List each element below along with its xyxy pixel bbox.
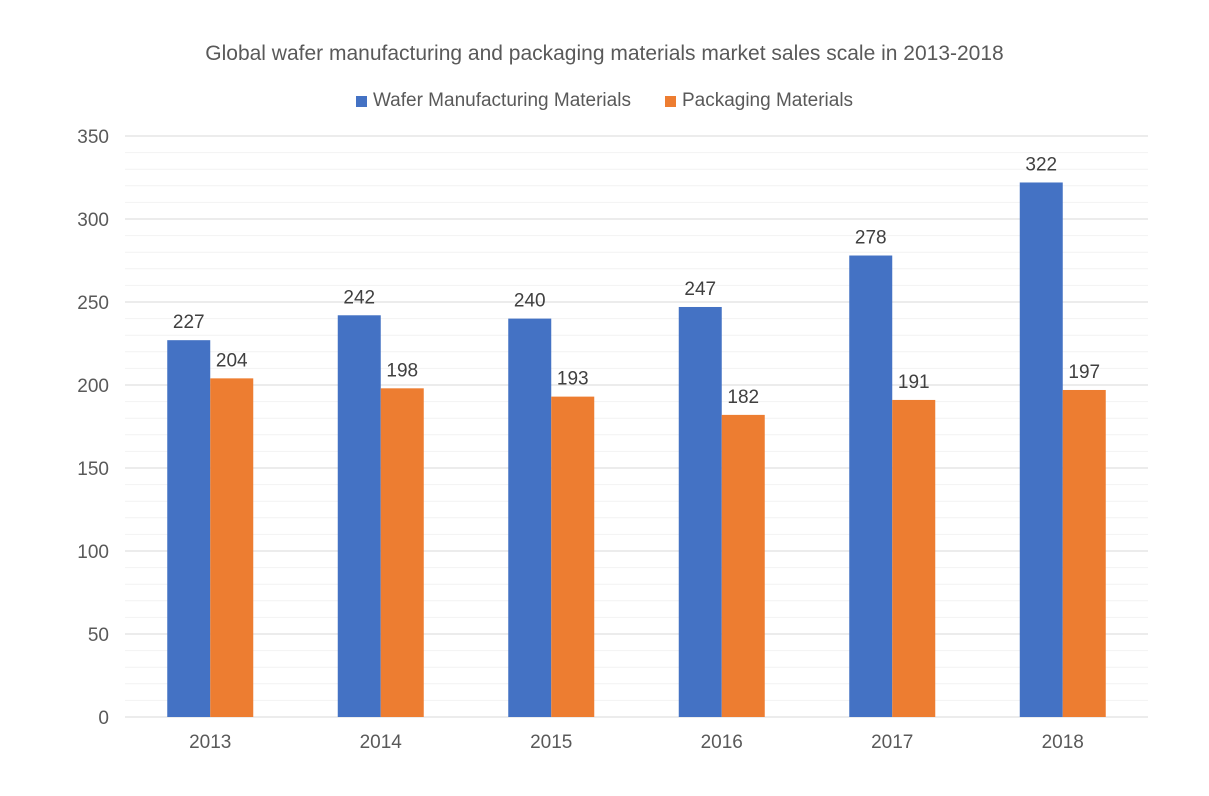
data-label: 322	[1025, 154, 1057, 175]
bar-packaging-2017	[892, 399, 936, 717]
x-tick-label: 2018	[1042, 732, 1084, 753]
legend-label-packaging: Packaging Materials	[681, 90, 854, 111]
y-tick-label: 50	[88, 625, 109, 646]
bar-wafer-2018	[1019, 182, 1063, 718]
x-tick-label: 2014	[360, 732, 403, 753]
chart-title: Global wafer manufacturing and packaging…	[205, 42, 1004, 65]
bar-wafer-2017	[849, 255, 893, 717]
data-label: 227	[173, 312, 205, 333]
data-label: 247	[684, 279, 716, 300]
y-tick-label: 300	[77, 210, 109, 231]
x-tick-label: 2015	[530, 732, 572, 753]
x-tick-label: 2016	[701, 732, 743, 753]
data-label: 193	[557, 369, 589, 390]
data-label: 191	[898, 372, 930, 393]
x-tick-label: 2017	[871, 732, 913, 753]
y-tick-label: 200	[77, 376, 109, 397]
bar-packaging-2013	[210, 378, 254, 717]
legend: Wafer Manufacturing Materials Packaging …	[0, 90, 1209, 112]
legend-swatch-packaging	[664, 95, 676, 107]
data-label: 204	[216, 350, 248, 371]
legend-item-packaging: Packaging Materials	[664, 90, 854, 112]
data-label: 242	[343, 287, 375, 308]
bar-packaging-2018	[1062, 389, 1106, 717]
data-label: 197	[1068, 362, 1100, 383]
y-tick-label: 350	[77, 127, 109, 148]
legend-swatch-wafer	[355, 95, 367, 107]
bar-wafer-2014	[337, 315, 381, 717]
legend-label-wafer: Wafer Manufacturing Materials	[372, 90, 631, 111]
x-tick-label: 2013	[189, 732, 231, 753]
bar-wafer-2016	[678, 306, 722, 717]
y-tick-label: 100	[77, 542, 109, 563]
bar-packaging-2014	[380, 388, 424, 717]
data-label: 182	[727, 387, 759, 408]
data-label: 240	[514, 291, 546, 312]
bar-wafer-2015	[508, 318, 552, 717]
y-tick-label: 0	[98, 708, 109, 729]
bar-wafer-2013	[167, 340, 211, 717]
bar-packaging-2016	[721, 414, 765, 717]
data-label: 278	[855, 228, 887, 249]
bar-packaging-2015	[551, 396, 595, 717]
y-tick-label: 150	[77, 459, 109, 480]
data-label: 198	[386, 360, 418, 381]
y-tick-label: 250	[77, 293, 109, 314]
legend-item-wafer: Wafer Manufacturing Materials	[355, 90, 631, 112]
